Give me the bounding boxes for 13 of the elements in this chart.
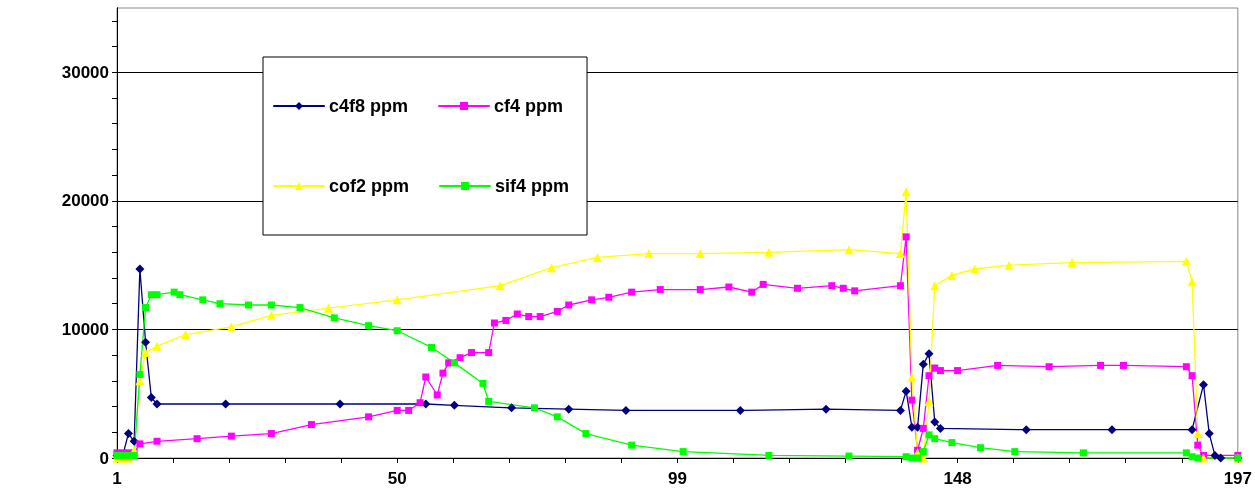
y-tick-label: 10000 [61, 319, 109, 339]
x-tick-label: 148 [943, 469, 972, 488]
y-tick-label: 30000 [61, 62, 109, 82]
legend-label: c4f8 ppm [329, 96, 409, 116]
legend-label: cf4 ppm [494, 96, 564, 116]
x-tick-label: 50 [387, 469, 407, 488]
legend-label: sif4 ppm [495, 176, 570, 196]
x-tick-label: 1 [112, 469, 122, 488]
legend-label: cof2 ppm [329, 176, 410, 196]
y-tick-label: 20000 [61, 191, 109, 211]
x-tick-label: 197 [1223, 469, 1253, 488]
x-tick-label: 99 [667, 469, 687, 488]
y-tick-label: 0 [99, 448, 109, 468]
